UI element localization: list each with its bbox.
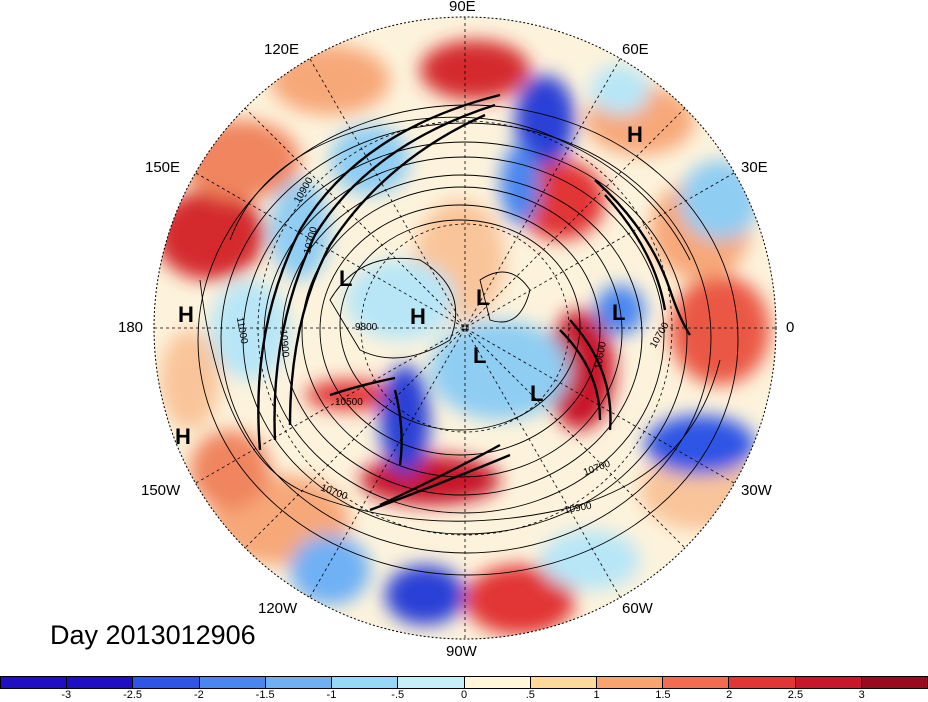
colorbar-cell [596, 677, 664, 688]
high-center: H [627, 122, 643, 147]
colorbar-tick-label: 1.5 [655, 689, 671, 701]
high-center: H [178, 302, 194, 327]
colorbar-cell [861, 677, 928, 688]
colorbar-tick-label: -2 [193, 689, 204, 701]
lon-label-120e: 120E [264, 41, 300, 58]
colorbar-tick-label: -3 [61, 689, 72, 701]
lon-label-150w: 150W [141, 482, 181, 499]
colorbar-cell [199, 677, 266, 688]
colorbar-cell [133, 677, 200, 688]
map-border [153, 16, 777, 640]
colorbar-tick-label: 1 [593, 689, 600, 701]
contour-label: 10500 [335, 397, 363, 408]
contour-label: 10900 [277, 329, 291, 358]
colorbar-cell [530, 677, 597, 688]
lon-label-90e: 90E [449, 0, 476, 15]
colorbar-tick-label: .5 [525, 689, 535, 701]
date-title: Day 2013012906 [50, 620, 256, 650]
colorbar-tick-label: 2.5 [787, 689, 804, 701]
colorbar-cell [464, 677, 531, 688]
colorbar-cell [398, 677, 465, 688]
colorbar-tick-label: 2 [726, 689, 733, 701]
colorbar-cell [67, 677, 134, 688]
lon-label-120w: 120W [258, 600, 298, 617]
lon-label-30e: 30E [741, 159, 768, 176]
colorbar-cell [265, 677, 333, 688]
low-center: L [476, 285, 490, 310]
high-center: H [175, 424, 191, 449]
colorbar-cell [729, 677, 796, 688]
lon-label-60w: 60W [622, 600, 653, 617]
colorbar-tick-label: -1.5 [255, 689, 275, 701]
low-center: L [530, 381, 544, 406]
colorbar-cell [1, 677, 68, 688]
graticule [154, 17, 776, 639]
lon-label-0: 0 [786, 319, 795, 336]
high-center: H [410, 304, 426, 329]
colorbar-tick-label: -.5 [391, 689, 405, 701]
lon-label-180: 180 [118, 319, 144, 336]
colorbar-cell [795, 677, 862, 688]
colorbar-tick-label: -2.5 [123, 689, 143, 701]
jet-contours [257, 93, 691, 512]
lon-label-60e: 60E [622, 41, 649, 58]
lon-label-150e: 150E [145, 159, 181, 176]
lon-label-90w: 90W [446, 643, 477, 660]
colorbar-tick-label: 0 [460, 689, 468, 701]
low-center: L [339, 266, 353, 291]
colorbar-cell [332, 677, 399, 688]
colorbar-tick-label: 3 [858, 689, 865, 701]
low-center: L [473, 343, 487, 368]
contour-label: 9800 [355, 322, 378, 333]
lon-label-30w: 30W [741, 482, 772, 499]
colorbar-cell [663, 677, 730, 688]
low-center: L [612, 300, 626, 325]
colorbar [0, 676, 928, 689]
colorbar-tick-label: -1 [326, 689, 337, 701]
